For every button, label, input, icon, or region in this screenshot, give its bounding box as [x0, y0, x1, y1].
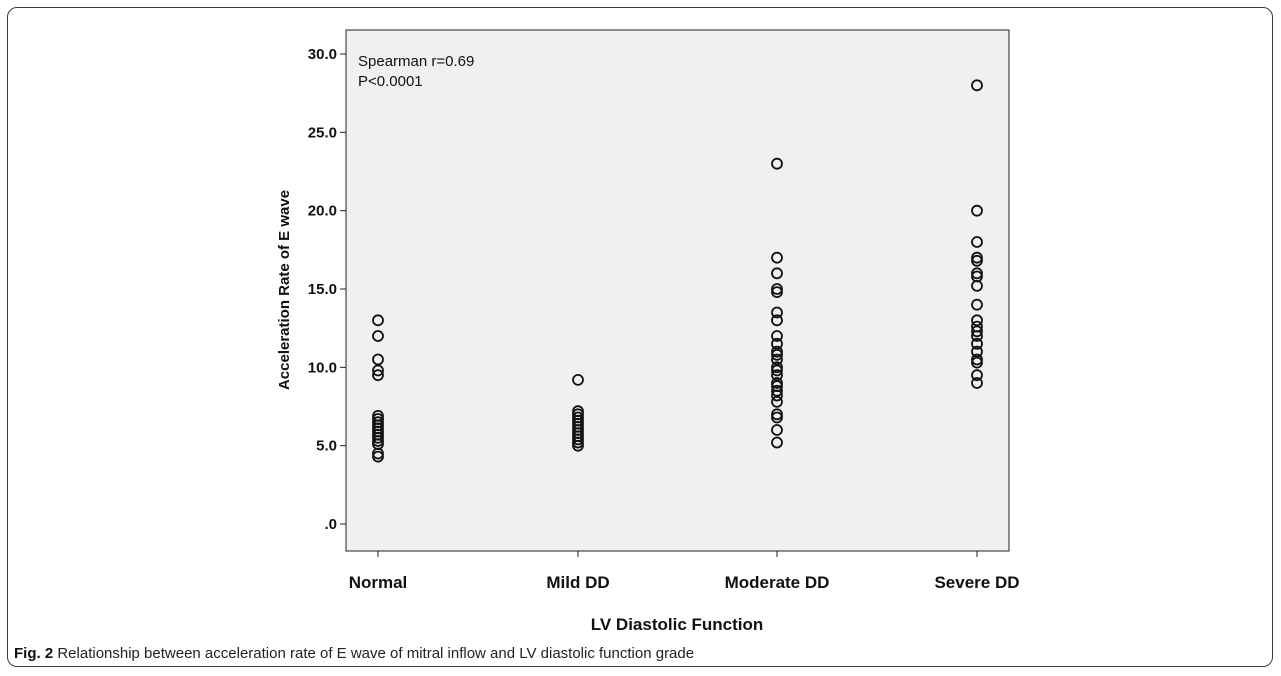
annotation-spearman: Spearman r=0.69: [358, 53, 474, 70]
data-point: [771, 306, 783, 319]
data-point: [572, 439, 584, 452]
data-point: [771, 267, 783, 280]
scatter-chart: .0 5.0 10.0 15.0 20.0 25.0 30.0 Normal Mild DD M…: [276, 29, 1020, 634]
data-point: [372, 431, 384, 444]
data-point: [971, 251, 983, 264]
data-point: [771, 345, 783, 358]
data-point: [971, 369, 983, 382]
data-point: [771, 283, 783, 295]
data-point: [971, 254, 983, 267]
data-point: [572, 433, 584, 446]
y-tick-label: 15.0: [308, 281, 337, 298]
x-axis-title: LV Diastolic Function: [591, 615, 764, 634]
data-point: [372, 353, 384, 366]
data-point: [971, 345, 983, 358]
y-axis-title: Acceleration Rate of E wave: [276, 190, 293, 390]
caption-text: Relationship between acceleration rate o…: [53, 645, 695, 662]
y-tick-label: 25.0: [308, 124, 337, 141]
data-point: [771, 361, 783, 374]
data-point: [372, 447, 384, 460]
data-point: [771, 424, 783, 436]
data-point: [971, 267, 983, 280]
data-point: [372, 435, 384, 447]
data-point: [771, 286, 783, 299]
data-point: [771, 337, 783, 350]
y-tick-label: .0: [324, 516, 337, 533]
x-axis: Normal Mild DD Moderate DD Severe DD: [349, 551, 1020, 592]
data-points: [372, 79, 983, 463]
x-tick-label: Moderate DD: [725, 573, 830, 592]
data-point: [971, 204, 983, 217]
data-point: [771, 251, 783, 264]
data-point: [771, 436, 783, 449]
data-point: [971, 353, 983, 366]
y-tick-label: 30.0: [308, 46, 337, 63]
data-point: [771, 330, 783, 342]
data-point: [771, 408, 783, 421]
data-point: [372, 314, 384, 327]
data-point: [771, 364, 783, 377]
data-point: [971, 325, 983, 338]
plot-area: [345, 29, 1010, 552]
data-point: [372, 330, 384, 342]
data-point: [771, 369, 783, 382]
figure-caption: Fig. 2 Relationship between acceleration…: [14, 645, 694, 662]
y-axis: .0 5.0 10.0 15.0 20.0 25.0 30.0: [308, 46, 346, 533]
data-point: [971, 337, 983, 350]
data-point: [971, 314, 983, 327]
x-tick-label: Mild DD: [546, 573, 609, 592]
data-point: [771, 377, 783, 389]
x-tick-label: Severe DD: [934, 573, 1019, 592]
y-tick-label: 5.0: [316, 438, 337, 455]
data-point: [771, 348, 783, 361]
data-point: [372, 450, 384, 463]
caption-label: Fig. 2: [14, 645, 54, 662]
data-point: [971, 279, 983, 292]
data-point: [971, 79, 983, 92]
data-point: [971, 356, 983, 369]
data-point: [771, 314, 783, 327]
data-point: [771, 384, 783, 397]
data-point: [771, 389, 783, 402]
data-point: [771, 395, 783, 408]
data-point: [572, 436, 584, 449]
annotation-p-value: P<0.0001: [358, 73, 423, 90]
data-point: [372, 369, 384, 382]
data-point: [771, 353, 783, 366]
data-point: [971, 377, 983, 389]
data-point: [771, 157, 783, 170]
data-point: [572, 373, 584, 386]
data-point: [971, 330, 983, 342]
y-tick-label: 20.0: [308, 203, 337, 220]
data-point: [372, 364, 384, 377]
data-point: [971, 298, 983, 311]
data-point: [971, 236, 983, 248]
data-point: [771, 411, 783, 424]
y-tick-label: 10.0: [308, 359, 337, 376]
x-tick-label: Normal: [349, 573, 408, 592]
